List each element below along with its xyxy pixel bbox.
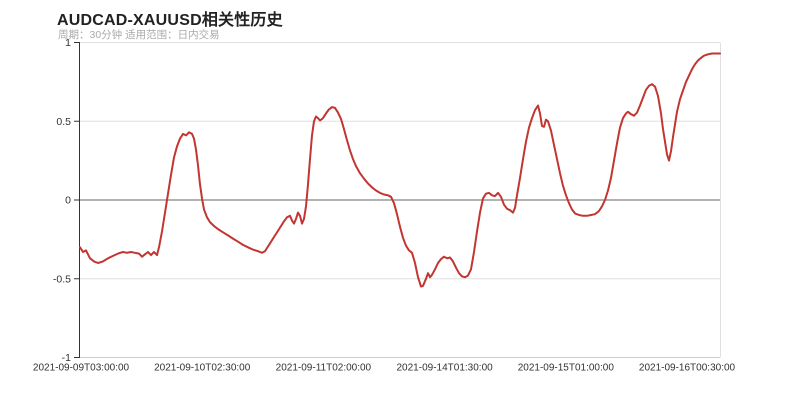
x-axis-tick-label: 2021-09-16T00:30:00 xyxy=(639,363,736,374)
y-axis-tick-label: 1 xyxy=(65,37,71,49)
y-axis-tick-label: -1 xyxy=(62,352,71,364)
y-axis-tick-label: -0.5 xyxy=(53,273,71,285)
x-axis-tick-label: 2021-09-10T02:30:00 xyxy=(154,363,251,374)
correlation-line-series xyxy=(79,52,721,288)
x-axis-tick-label: 2021-09-09T03:00:00 xyxy=(33,363,130,374)
x-axis-tick-label: 2021-09-11T02:00:00 xyxy=(276,363,372,374)
x-axis-tick-label: 2021-09-14T01:30:00 xyxy=(397,363,494,374)
y-axis-tick-label: 0 xyxy=(65,195,71,207)
x-axis-tick-label: 2021-09-15T01:00:00 xyxy=(518,363,615,374)
chart-subtitle: 周期：30分钟 适用范围：日内交易 xyxy=(58,29,220,41)
chart-title: AUDCAD-XAUUSD相关性历史 xyxy=(57,12,283,29)
y-axis-tick-label: 0.5 xyxy=(56,116,71,128)
